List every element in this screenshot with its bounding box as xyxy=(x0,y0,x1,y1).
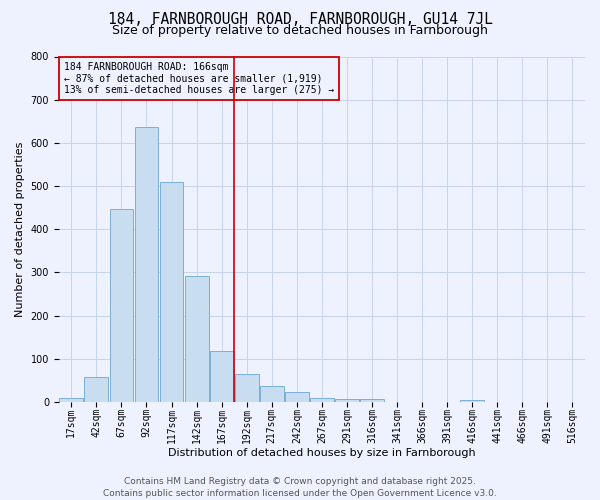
Text: 184, FARNBOROUGH ROAD, FARNBOROUGH, GU14 7JL: 184, FARNBOROUGH ROAD, FARNBOROUGH, GU14… xyxy=(107,12,493,28)
Bar xyxy=(110,209,133,402)
X-axis label: Distribution of detached houses by size in Farnborough: Distribution of detached houses by size … xyxy=(168,448,476,458)
Bar xyxy=(160,182,184,402)
Bar xyxy=(59,398,83,402)
Bar xyxy=(185,276,209,402)
Bar xyxy=(360,399,384,402)
Text: 184 FARNBOROUGH ROAD: 166sqm
← 87% of detached houses are smaller (1,919)
13% of: 184 FARNBOROUGH ROAD: 166sqm ← 87% of de… xyxy=(64,62,334,95)
Y-axis label: Number of detached properties: Number of detached properties xyxy=(15,142,25,317)
Bar xyxy=(134,128,158,402)
Bar xyxy=(335,399,359,402)
Text: Contains HM Land Registry data © Crown copyright and database right 2025.
Contai: Contains HM Land Registry data © Crown c… xyxy=(103,476,497,498)
Bar xyxy=(85,377,108,402)
Bar xyxy=(260,386,284,402)
Text: Size of property relative to detached houses in Farnborough: Size of property relative to detached ho… xyxy=(112,24,488,37)
Bar xyxy=(235,374,259,402)
Bar xyxy=(310,398,334,402)
Bar xyxy=(285,392,309,402)
Bar xyxy=(460,400,484,402)
Bar xyxy=(210,351,233,402)
